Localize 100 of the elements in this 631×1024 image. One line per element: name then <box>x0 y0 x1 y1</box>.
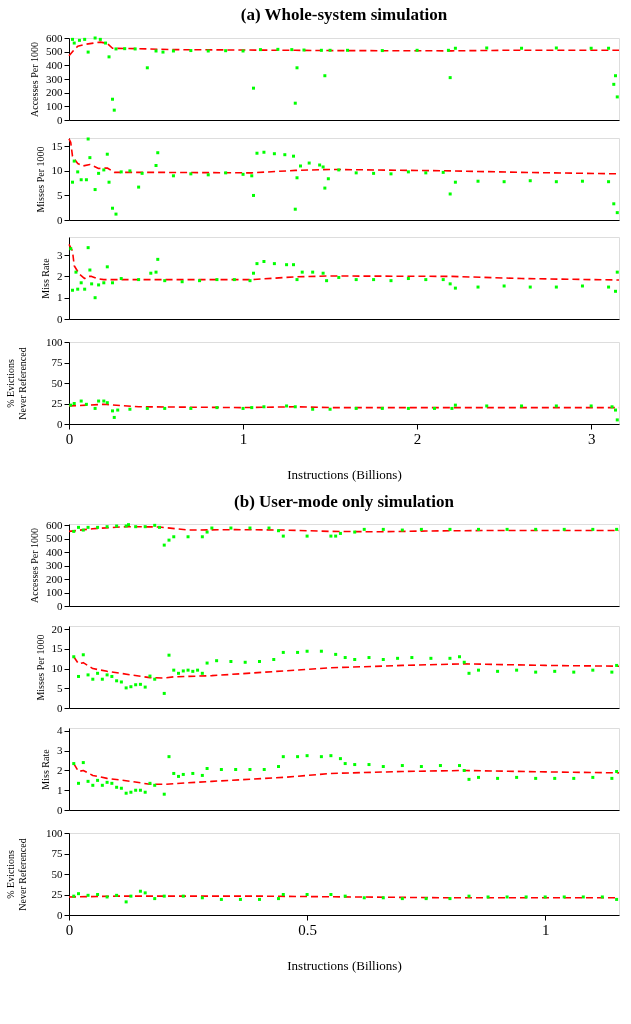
point <box>372 278 376 282</box>
point <box>607 285 611 289</box>
point <box>171 49 175 53</box>
point <box>354 278 358 282</box>
point <box>143 685 147 689</box>
point <box>96 525 100 529</box>
point <box>467 671 471 675</box>
y-tick-label: 600 <box>46 518 63 531</box>
point <box>467 894 471 898</box>
y-tick-label: 15 <box>51 642 63 655</box>
chart-title: (a) Whole-system simulation <box>240 5 448 24</box>
point <box>298 164 302 168</box>
point <box>255 262 259 266</box>
point <box>520 46 524 50</box>
point <box>362 896 366 900</box>
point <box>205 661 209 665</box>
point <box>93 36 97 40</box>
point <box>124 686 128 690</box>
y-tick-label: 0 <box>57 213 63 226</box>
point <box>329 754 333 758</box>
point <box>406 277 410 281</box>
point <box>406 170 410 174</box>
point <box>485 404 489 408</box>
point <box>143 891 147 895</box>
point <box>572 670 576 674</box>
point <box>612 202 616 206</box>
point <box>515 668 519 672</box>
point <box>554 180 558 184</box>
x-tick-label: 1 <box>239 430 248 447</box>
y-tick-label: 20 <box>51 622 63 635</box>
point <box>290 48 294 52</box>
y-tick-label: 4 <box>57 724 63 737</box>
point <box>448 897 452 901</box>
y-tick-label: 0 <box>57 803 63 816</box>
point <box>111 206 115 210</box>
point <box>79 399 83 403</box>
point <box>448 282 452 286</box>
point <box>580 179 584 183</box>
point <box>381 527 385 531</box>
point <box>77 674 81 678</box>
point <box>200 535 204 539</box>
point <box>338 531 342 535</box>
point <box>76 170 80 174</box>
point <box>177 774 181 778</box>
point <box>353 530 357 534</box>
point <box>140 171 144 175</box>
y-tick-label: 200 <box>46 86 63 99</box>
point <box>589 46 593 50</box>
point <box>305 649 309 653</box>
point <box>181 894 185 898</box>
point <box>115 893 119 897</box>
point <box>191 771 195 775</box>
point <box>107 180 111 184</box>
point <box>97 171 101 175</box>
point <box>515 775 519 779</box>
point <box>219 897 223 901</box>
point <box>232 278 236 282</box>
point <box>119 786 123 790</box>
point <box>172 771 176 775</box>
point <box>76 287 80 291</box>
y-tick-label: 75 <box>51 356 63 368</box>
point <box>553 669 557 673</box>
point <box>610 405 614 409</box>
y-axis-title: Miss Rate <box>40 257 51 299</box>
point <box>448 527 452 531</box>
point <box>562 895 566 899</box>
point <box>111 281 115 285</box>
point <box>69 403 73 407</box>
point <box>93 406 97 410</box>
point <box>72 529 76 533</box>
point <box>589 404 593 408</box>
point <box>600 895 604 899</box>
point <box>77 525 81 529</box>
point <box>457 764 461 768</box>
point <box>581 895 585 899</box>
point <box>153 783 157 787</box>
point <box>446 48 450 52</box>
point <box>154 49 158 53</box>
point <box>615 211 619 215</box>
point <box>123 47 127 51</box>
point <box>543 895 547 899</box>
point <box>105 673 109 677</box>
point <box>328 48 332 52</box>
point <box>105 780 109 784</box>
point <box>612 82 616 86</box>
y-tick-label: 0 <box>57 312 63 325</box>
point <box>98 37 102 41</box>
point <box>114 47 118 51</box>
point <box>381 658 385 662</box>
y-tick-label: 0 <box>57 701 63 714</box>
y-axis-title: Misses Per 1000 <box>34 634 46 701</box>
point <box>138 788 142 792</box>
point <box>337 275 341 279</box>
y-tick-label: 5 <box>57 681 63 694</box>
point <box>181 669 185 673</box>
point <box>111 97 115 101</box>
point <box>591 668 595 672</box>
y-tick-label: 3 <box>57 248 63 261</box>
point <box>105 401 109 405</box>
point <box>496 776 500 780</box>
